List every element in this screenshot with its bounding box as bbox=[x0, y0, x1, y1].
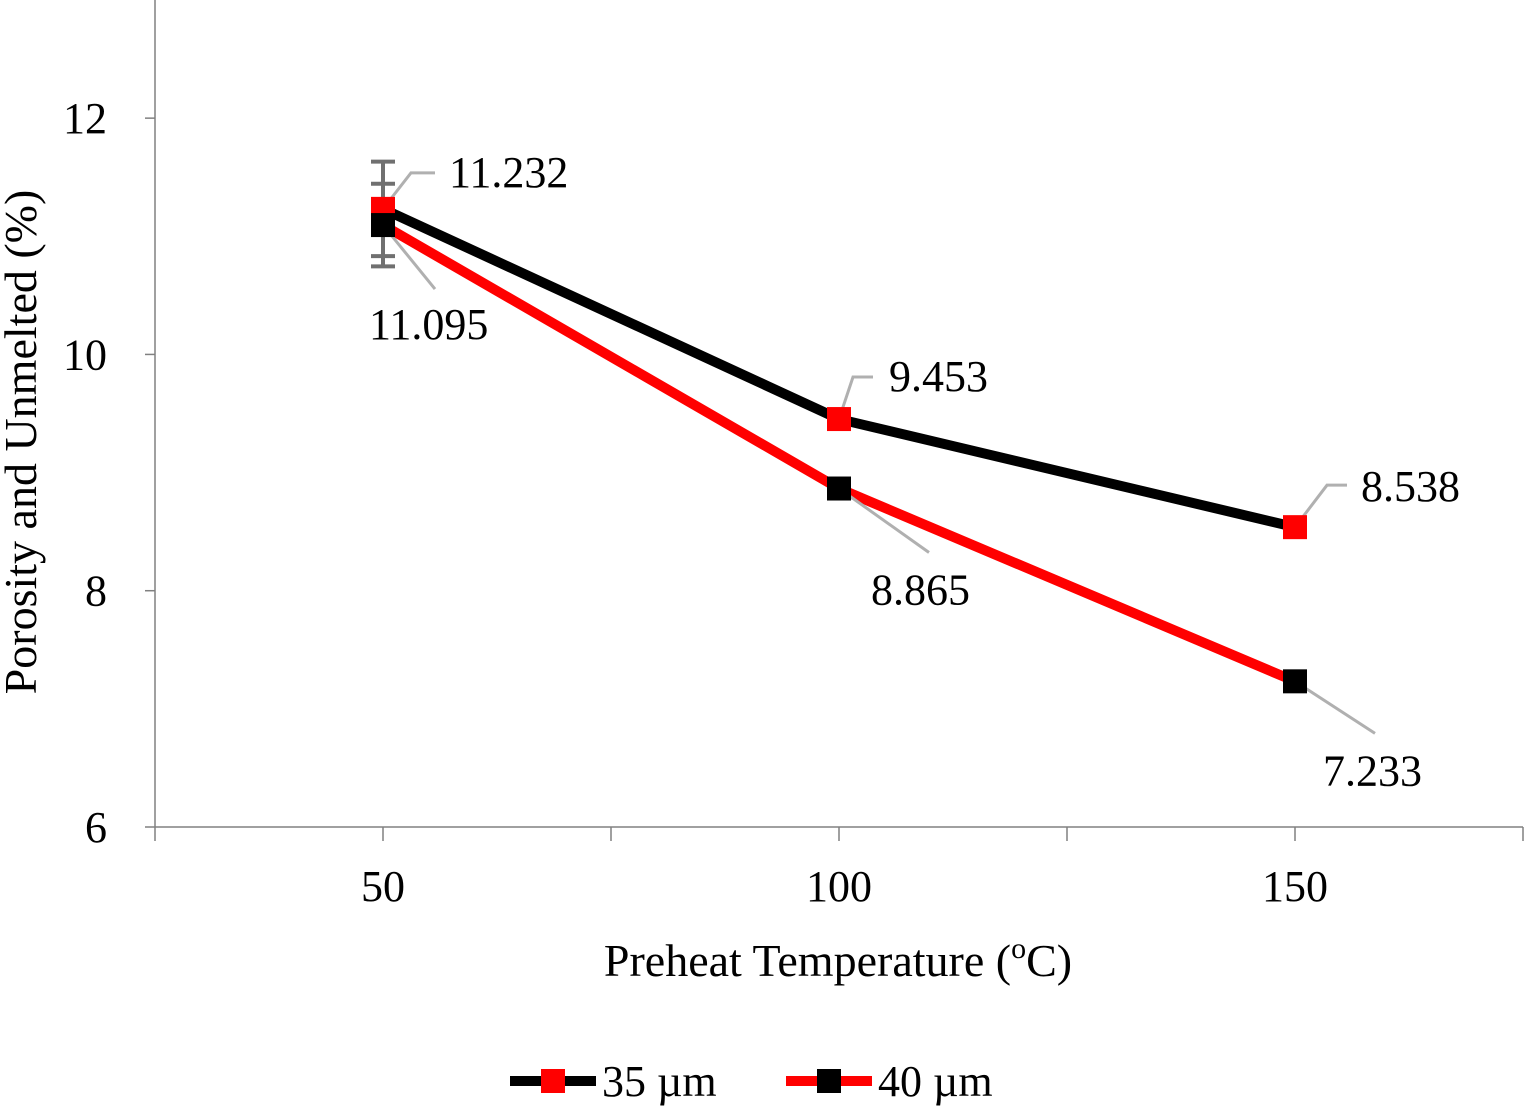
data-label-leader bbox=[838, 487, 930, 554]
series-line-2 bbox=[380, 220, 1297, 686]
y-axis-title: Porosity and Unmelted (%) bbox=[0, 190, 46, 695]
data-point-marker bbox=[827, 476, 851, 501]
data-label-leader bbox=[1293, 483, 1347, 529]
data-point-marker bbox=[1283, 515, 1307, 540]
data-labels: 11.232 9.453 8.538 11.095 8.865 7.233 bbox=[369, 148, 1460, 795]
y-tick-label: 10 bbox=[63, 330, 107, 379]
data-label-leader bbox=[1294, 680, 1376, 735]
data-label: 11.095 bbox=[369, 300, 488, 349]
x-tick-label: 150 bbox=[1262, 862, 1328, 911]
data-label: 8.865 bbox=[871, 566, 970, 615]
legend: 35 µm 40 µm bbox=[510, 1057, 993, 1106]
data-point-marker bbox=[827, 407, 851, 432]
data-label: 11.232 bbox=[449, 148, 568, 197]
x-tick-label: 100 bbox=[806, 862, 872, 911]
data-point-marker bbox=[1283, 669, 1307, 694]
legend-marker-2 bbox=[817, 1069, 841, 1093]
data-label: 7.233 bbox=[1323, 746, 1422, 795]
y-tick-label: 12 bbox=[63, 94, 107, 143]
data-label-leader bbox=[837, 375, 873, 420]
series-lines bbox=[380, 204, 1297, 686]
legend-label-2: 40 µm bbox=[878, 1057, 993, 1106]
data-label: 9.453 bbox=[889, 352, 988, 401]
x-axis-title: Preheat Temperature (oC) bbox=[604, 932, 1072, 986]
legend-label-1: 35 µm bbox=[602, 1057, 717, 1106]
axes: 6 8 10 12 50 100 150 bbox=[63, 0, 1524, 911]
y-tick-label: 6 bbox=[85, 803, 107, 852]
data-point-marker bbox=[371, 213, 395, 238]
series-markers bbox=[371, 196, 1307, 694]
legend-marker-1 bbox=[541, 1069, 565, 1093]
data-label: 8.538 bbox=[1361, 462, 1460, 511]
x-axis-title-superscript: o bbox=[1011, 932, 1026, 965]
y-tick-label: 8 bbox=[85, 567, 107, 616]
x-tick-label: 50 bbox=[361, 862, 405, 911]
